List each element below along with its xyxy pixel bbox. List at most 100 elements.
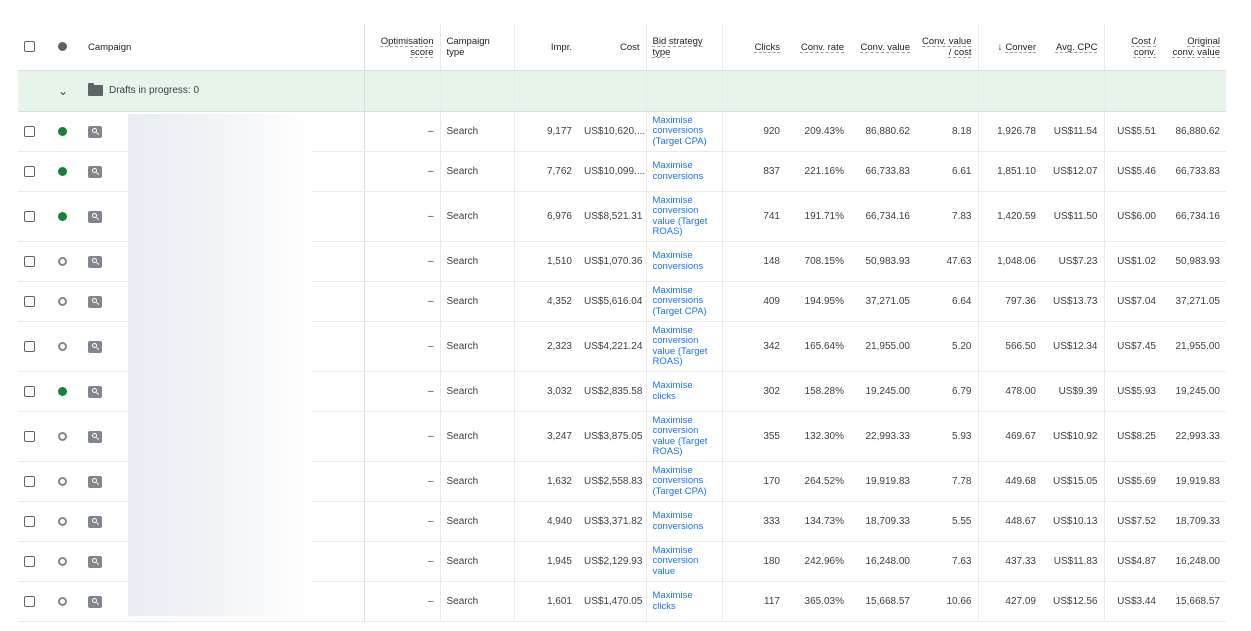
status-cell[interactable] (52, 581, 82, 622)
row-checkbox[interactable] (24, 295, 35, 307)
original-conv-value-header[interactable]: Original conv. value (1162, 24, 1226, 71)
row-checkbox[interactable] (24, 340, 35, 352)
row-checkbox-cell[interactable] (18, 281, 52, 322)
row-checkbox-cell[interactable] (18, 501, 52, 542)
status-paused-icon[interactable] (58, 596, 67, 606)
row-checkbox[interactable] (24, 475, 35, 487)
status-enabled-icon[interactable] (58, 386, 67, 396)
row-checkbox[interactable] (24, 595, 35, 607)
bid-strategy-link[interactable]: Maximise conversions (645, 151, 722, 192)
drafts-row[interactable]: ⌄ Drafts in progress: 0 (18, 70, 1226, 112)
row-checkbox[interactable] (24, 210, 35, 222)
bid-strategy-link[interactable]: Maximise clicks (645, 581, 722, 622)
status-paused-icon[interactable] (58, 476, 67, 486)
status-header[interactable] (52, 24, 82, 71)
status-cell[interactable] (52, 111, 82, 152)
status-cell[interactable] (52, 541, 82, 582)
status-cell[interactable] (52, 411, 82, 462)
select-all-checkbox[interactable] (24, 41, 35, 53)
table-row[interactable]: – Search 1,601 US$1,470.05 Maximise clicks 11… (18, 581, 1226, 622)
status-cell[interactable] (52, 501, 82, 542)
table-row[interactable]: – Search 7,762 US$10,099.... Maximise conver… (18, 151, 1226, 192)
bid-strategy-link[interactable]: Maximise conversions (Target CPA) (645, 461, 722, 502)
row-checkbox-cell[interactable] (18, 581, 52, 622)
conversions-header[interactable]: ↓ Conver (977, 24, 1042, 71)
avg-cpc-cell: US$15.05 (1042, 461, 1104, 502)
status-paused-icon[interactable] (58, 341, 67, 351)
table-row[interactable]: – Search 1,510 US$1,070.36 Maximise conversi… (18, 241, 1226, 282)
original-conv-value-cell: 86,880.62 (1162, 111, 1226, 152)
status-cell[interactable] (52, 371, 82, 412)
row-checkbox-cell[interactable] (18, 151, 52, 192)
conv-rate-header[interactable]: Conv. rate (786, 24, 850, 71)
status-paused-icon[interactable] (58, 256, 67, 266)
cost-cell: US$1,470.05 (578, 581, 646, 622)
row-checkbox[interactable] (24, 430, 35, 442)
bid-strategy-link[interactable]: Maximise conversions (Target CPA) (645, 281, 722, 322)
bid-strategy-link[interactable]: Maximise conversions (645, 241, 722, 282)
clicks-header[interactable]: Clicks (721, 24, 786, 71)
bid-strategy-link[interactable]: Maximise clicks (645, 371, 722, 412)
bid-strategy-link[interactable]: Maximise conversion value (645, 541, 722, 582)
row-checkbox-cell[interactable] (18, 321, 52, 372)
status-cell[interactable] (52, 281, 82, 322)
row-checkbox-cell[interactable] (18, 111, 52, 152)
status-enabled-icon[interactable] (58, 211, 67, 221)
status-cell[interactable] (52, 151, 82, 192)
bid-strategy-link[interactable]: Maximise conversions (Target CPA) (645, 111, 722, 152)
impr-cell: 3,247 (513, 411, 578, 462)
search-campaign-icon (88, 515, 102, 528)
expand-toggle[interactable]: ⌄ (52, 70, 82, 112)
row-checkbox[interactable] (24, 555, 35, 567)
row-checkbox[interactable] (24, 125, 35, 137)
row-checkbox-cell[interactable] (18, 191, 52, 242)
avg-cpc-cell: US$10.13 (1042, 501, 1104, 542)
row-checkbox-cell[interactable] (18, 541, 52, 582)
select-all-checkbox-cell[interactable] (18, 24, 52, 71)
row-checkbox-cell[interactable] (18, 411, 52, 462)
bid-strategy-link[interactable]: Maximise conversion value (Target ROAS) (645, 411, 722, 462)
impr-header[interactable]: Impr. (513, 24, 578, 71)
cost-conv-header[interactable]: Cost / conv. (1103, 24, 1162, 71)
status-paused-icon[interactable] (58, 516, 67, 526)
row-checkbox-cell[interactable] (18, 371, 52, 412)
status-enabled-icon[interactable] (58, 166, 67, 176)
conv-value-cost-header[interactable]: Conv. value / cost (916, 24, 978, 71)
search-campaign-icon (88, 295, 102, 308)
impr-cell: 4,940 (513, 501, 578, 542)
campaign-type-cell: Search (439, 461, 514, 502)
conv-value-header[interactable]: Conv. value (850, 24, 916, 71)
optimisation-score-cell: – (364, 541, 440, 582)
conv-rate-cell: 132.30% (786, 411, 850, 462)
bid-strategy-link[interactable]: Maximise conversion value (Target ROAS) (645, 191, 722, 242)
table-row[interactable]: – Search 9,177 US$10,620.... Maximise conver… (18, 111, 1226, 152)
status-cell[interactable] (52, 461, 82, 502)
row-checkbox[interactable] (24, 255, 35, 267)
status-paused-icon[interactable] (58, 431, 67, 441)
row-checkbox[interactable] (24, 385, 35, 397)
row-checkbox-cell[interactable] (18, 241, 52, 282)
bid-strategy-link[interactable]: Maximise conversion value (Target ROAS) (645, 321, 722, 372)
conv-rate-cell: 242.96% (786, 541, 850, 582)
status-cell[interactable] (52, 321, 82, 372)
original-conv-value-label: Original conv. value (1172, 36, 1220, 58)
status-enabled-icon[interactable] (58, 126, 67, 136)
row-checkbox[interactable] (24, 515, 35, 527)
cost-header[interactable]: Cost (578, 24, 646, 71)
optimisation-score-header[interactable]: Optimisation score (364, 24, 440, 71)
bid-strategy-link[interactable]: Maximise conversions (645, 501, 722, 542)
drafts-cell[interactable]: Drafts in progress: 0 (82, 70, 365, 112)
chevron-down-icon[interactable]: ⌄ (58, 84, 69, 98)
status-paused-icon[interactable] (58, 296, 67, 306)
bid-strategy-header[interactable]: Bid strategy type (645, 24, 722, 71)
status-cell[interactable] (52, 191, 82, 242)
row-checkbox[interactable] (24, 165, 35, 177)
status-cell[interactable] (52, 241, 82, 282)
redacted-campaign-names (128, 114, 312, 616)
campaign-header[interactable]: Campaign (82, 24, 365, 71)
cost-conv-cell: US$7.45 (1103, 321, 1162, 372)
status-paused-icon[interactable] (58, 556, 67, 566)
row-checkbox-cell[interactable] (18, 461, 52, 502)
campaign-type-header[interactable]: Campaign type (439, 24, 514, 71)
avg-cpc-header[interactable]: Avg. CPC (1042, 24, 1104, 71)
